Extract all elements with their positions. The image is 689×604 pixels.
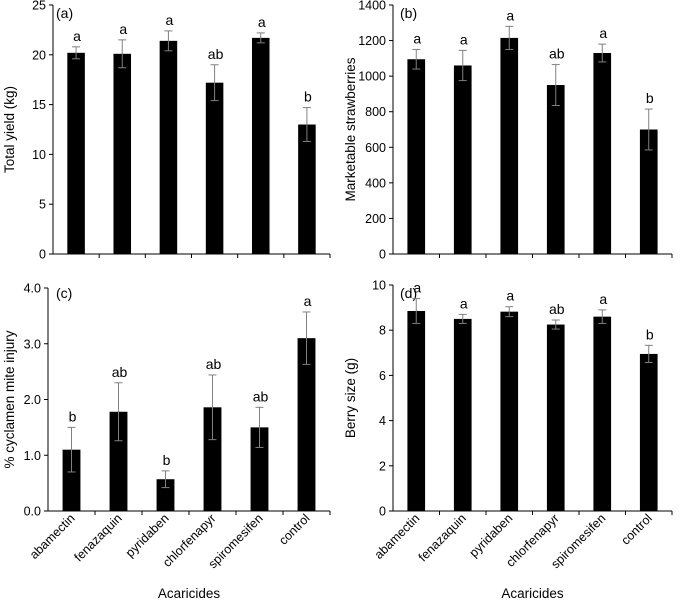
y-tick-label: 1400 [358,0,386,13]
panel-label: (d) [400,285,417,301]
bar [593,316,612,511]
y-tick-label: 5 [39,198,46,212]
significance-letter: a [258,14,266,30]
significance-letter: ab [206,356,222,372]
y-tick-label: 0.0 [24,505,41,519]
significance-letter: a [599,291,607,307]
category-label: fenazaquin [71,511,124,564]
category-label: pyridaben [467,511,516,560]
category-label: control [276,511,312,547]
y-axis-title: % cyclamen mite injury [2,330,17,468]
y-axis-title: Berry size (g) [343,358,358,438]
significance-letter: a [73,28,81,44]
significance-letter: a [506,288,514,304]
y-tick-label: 3.0 [24,337,41,351]
y-axis-title: Marketable strawberries [343,57,358,201]
bar [109,411,128,511]
panel-label: (a) [56,5,73,21]
bar [156,479,175,511]
bar [159,40,178,254]
significance-letter: ab [253,388,269,404]
significance-letter: ab [549,301,565,317]
bar [500,37,519,255]
bar [113,53,132,254]
y-tick-label: 10 [372,279,386,293]
y-tick-label: 10 [32,148,46,162]
y-tick-label: 4.0 [24,282,41,296]
significance-letter: b [163,452,171,468]
significance-letter: a [166,12,174,28]
chart-panel-2: 0.0 1.0 2.0 3.0 4.0 % cyclamen mite injury (c)… [2,282,331,601]
y-tick-label: 400 [365,176,386,190]
y-tick-label: 800 [365,105,386,119]
bar [407,310,426,511]
significance-letter: a [413,30,421,46]
bar [62,449,81,511]
bar [203,407,222,511]
bar [251,37,270,255]
category-label: fenazaquin [416,511,469,564]
y-tick-label: 4 [379,414,386,428]
y-tick-label: 8 [379,324,386,338]
y-tick-label: 1.0 [24,449,41,463]
y-tick-label: 6 [379,369,386,383]
bar [593,53,612,255]
y-tick-label: 20 [32,48,46,62]
category-label: pyridaben [123,511,172,560]
category-label: control [618,511,654,547]
significance-letter: a [599,25,607,41]
significance-letter: ab [112,364,128,380]
x-axis-title: Acaricides [158,586,221,601]
significance-letter: b [646,90,654,106]
panel-label: (c) [56,285,72,301]
y-tick-label: 2 [379,459,386,473]
bar [407,59,426,254]
bar [205,82,224,254]
bar [250,427,269,511]
bar [546,324,565,511]
bar [546,85,565,255]
y-tick-label: 0 [39,248,46,262]
significance-letter: a [506,7,514,23]
significance-letter: a [460,295,468,311]
significance-letter: a [413,280,421,296]
y-tick-label: 0 [379,248,386,262]
y-axis-title: Total yield (kg) [2,86,17,173]
x-axis-title: Acaricides [501,586,564,601]
chart-panel-1: 0 200 400 600 800 1000 1200 1400 Marketable stra… [343,0,673,262]
bar [298,124,316,255]
bar [453,318,472,511]
significance-letter: a [460,31,468,47]
bar [297,338,316,511]
y-tick-label: 600 [365,141,386,155]
y-tick-label: 15 [32,98,46,112]
y-tick-label: 0 [379,505,386,519]
bar [453,65,472,254]
y-tick-label: 2.0 [24,393,41,407]
y-tick-label: 1000 [358,70,386,84]
significance-letter: b [304,89,312,105]
significance-letter: a [119,21,127,37]
bar [67,52,85,254]
panel-label: (b) [400,5,417,21]
significance-letter: b [69,408,77,424]
y-tick-label: 200 [365,212,386,226]
significance-letter: b [646,326,654,342]
bar [500,311,519,511]
bar [639,353,658,511]
significance-letter: ab [549,46,565,62]
significance-letter: ab [208,46,224,62]
y-tick-label: 1200 [358,34,386,48]
bar [639,129,658,254]
y-tick-label: 25 [32,0,46,13]
category-label: abamectin [27,511,78,562]
significance-letter: a [304,293,312,309]
